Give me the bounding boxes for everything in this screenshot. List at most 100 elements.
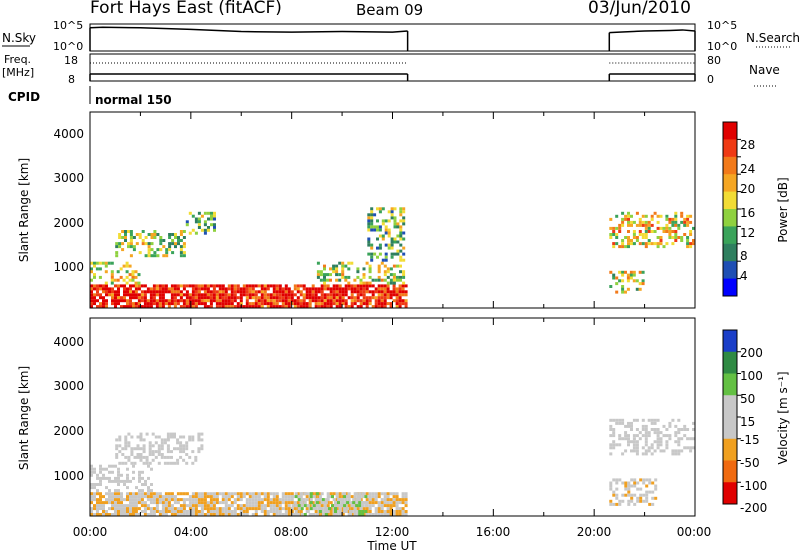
velocity-cell-1237: [639, 487, 643, 491]
power-cell-9: [93, 287, 96, 291]
velocity-cell-141: [149, 510, 153, 513]
power-cell-631: [368, 299, 372, 303]
velocity-cell-1090: [635, 428, 639, 431]
power-cell-351: [245, 299, 249, 303]
power-cell-777: [127, 242, 130, 246]
power-cell-862: [191, 214, 195, 218]
power-cell-839: [174, 236, 177, 239]
power-cell-1091: [402, 210, 406, 214]
velocity-cell-878: [160, 444, 164, 448]
power-cell-866: [194, 231, 198, 235]
power-cell-1189: [656, 220, 660, 224]
power-cell-457: [290, 299, 294, 303]
velocity-cell-187: [170, 498, 174, 502]
velocity-cell-1005: [340, 501, 344, 505]
velocity-cell-900: [173, 435, 176, 439]
velocity-ylabel: Slant Range [km]: [17, 366, 31, 470]
power-cell-523: [320, 302, 324, 306]
power-cell-902: [323, 273, 326, 277]
velocity-cell-538: [326, 510, 330, 513]
velocity-cb-tick-100: 100: [740, 369, 763, 383]
power-cell-835: [171, 239, 175, 242]
power-cell-1040: [384, 228, 388, 232]
velocity-cell-807: [118, 444, 122, 448]
power-cell-970: [389, 267, 393, 271]
power-cell-524: [320, 305, 324, 309]
velocity-cell-577: [344, 498, 348, 502]
power-cell-364: [251, 293, 255, 297]
velocity-cell-1038: [364, 504, 368, 508]
velocity-cell-668: [383, 495, 387, 499]
power-cell-136: [152, 293, 156, 297]
velocity-cell-765: [117, 479, 120, 483]
velocity-cell-763: [117, 473, 120, 477]
velocity-cell-851: [145, 432, 149, 436]
power-cell-1280: [629, 273, 633, 277]
power-cell-752: [131, 273, 135, 277]
power-cell-297: [221, 302, 225, 306]
power-cell-153: [158, 302, 162, 306]
velocity-cell-1083: [632, 434, 636, 438]
velocity-cell-59: [117, 492, 120, 496]
power-cell-1277: [626, 279, 630, 283]
power-cell-276: [215, 284, 219, 288]
velocity-cell-785: [138, 479, 141, 483]
velocity-cell-100: [132, 507, 135, 511]
velocity-cell-260: [203, 492, 207, 496]
power-cell-1284: [632, 279, 636, 283]
power-cell-1087: [399, 249, 403, 253]
power-cell-157: [161, 290, 165, 294]
power-cell-938: [356, 270, 360, 274]
power-cell-141: [155, 287, 159, 291]
power-cell-632: [368, 302, 372, 306]
power-cell-120: [143, 305, 147, 309]
velocity-cell-1250: [645, 499, 649, 503]
velocity-cell-679: [386, 507, 390, 511]
velocity-cell-50: [111, 513, 114, 516]
x-axis-labels: 00:00 04:00 08:00 12:00 16:00 20:00 00:0…: [73, 525, 712, 539]
velocity-cell-461: [290, 498, 294, 502]
power-cell-1019: [376, 225, 379, 229]
power-cell-870: [197, 223, 201, 227]
velocity-cell-865: [151, 458, 155, 462]
power-cell-444: [284, 299, 288, 303]
velocity-cell-166: [161, 504, 165, 508]
velocity-cell-906: [176, 458, 180, 462]
power-cell-636: [371, 296, 375, 300]
power-cell-106: [137, 302, 141, 306]
velocity-cell-933: [197, 432, 201, 436]
velocity-cell-168: [161, 510, 165, 513]
velocity-cell-752: [108, 479, 111, 483]
power-cell-281: [215, 302, 219, 306]
velocity-cell-877: [160, 441, 164, 445]
power-cell-127: [149, 290, 153, 294]
power-cell-858: [185, 220, 189, 224]
velocity-cell-312: [224, 501, 228, 505]
power-cell-1186: [653, 230, 657, 233]
power-cell-471: [296, 305, 300, 309]
power-cell-962: [383, 264, 387, 268]
velocity-cell-320: [227, 504, 231, 508]
power-cell-1020: [376, 228, 379, 232]
power-cell-1047: [387, 219, 391, 223]
power-cell-999: [367, 252, 371, 256]
velocity-cell-406: [266, 504, 270, 508]
power-cell-519: [320, 290, 324, 294]
velocity-cell-1161: [674, 434, 678, 438]
power-cell-568: [338, 305, 342, 309]
freq-tick-high: 18: [64, 54, 78, 67]
power-cell-975: [392, 273, 396, 277]
velocity-cell-702: [395, 510, 399, 513]
velocity-cell-963: [303, 513, 307, 516]
velocity-colorbar-swatch-0: [723, 330, 737, 353]
velocity-cell-1086: [632, 443, 636, 447]
power-cell-485: [305, 287, 309, 291]
velocity-cell-924: [188, 435, 192, 439]
power-cell-719: [95, 261, 99, 265]
velocity-cell-950: [297, 495, 301, 499]
velocity-cell-234: [191, 507, 195, 511]
power-cell-229: [194, 290, 198, 294]
power-cell-758: [137, 273, 141, 277]
velocity-cell-293: [215, 501, 219, 505]
power-cell-75: [126, 290, 129, 294]
